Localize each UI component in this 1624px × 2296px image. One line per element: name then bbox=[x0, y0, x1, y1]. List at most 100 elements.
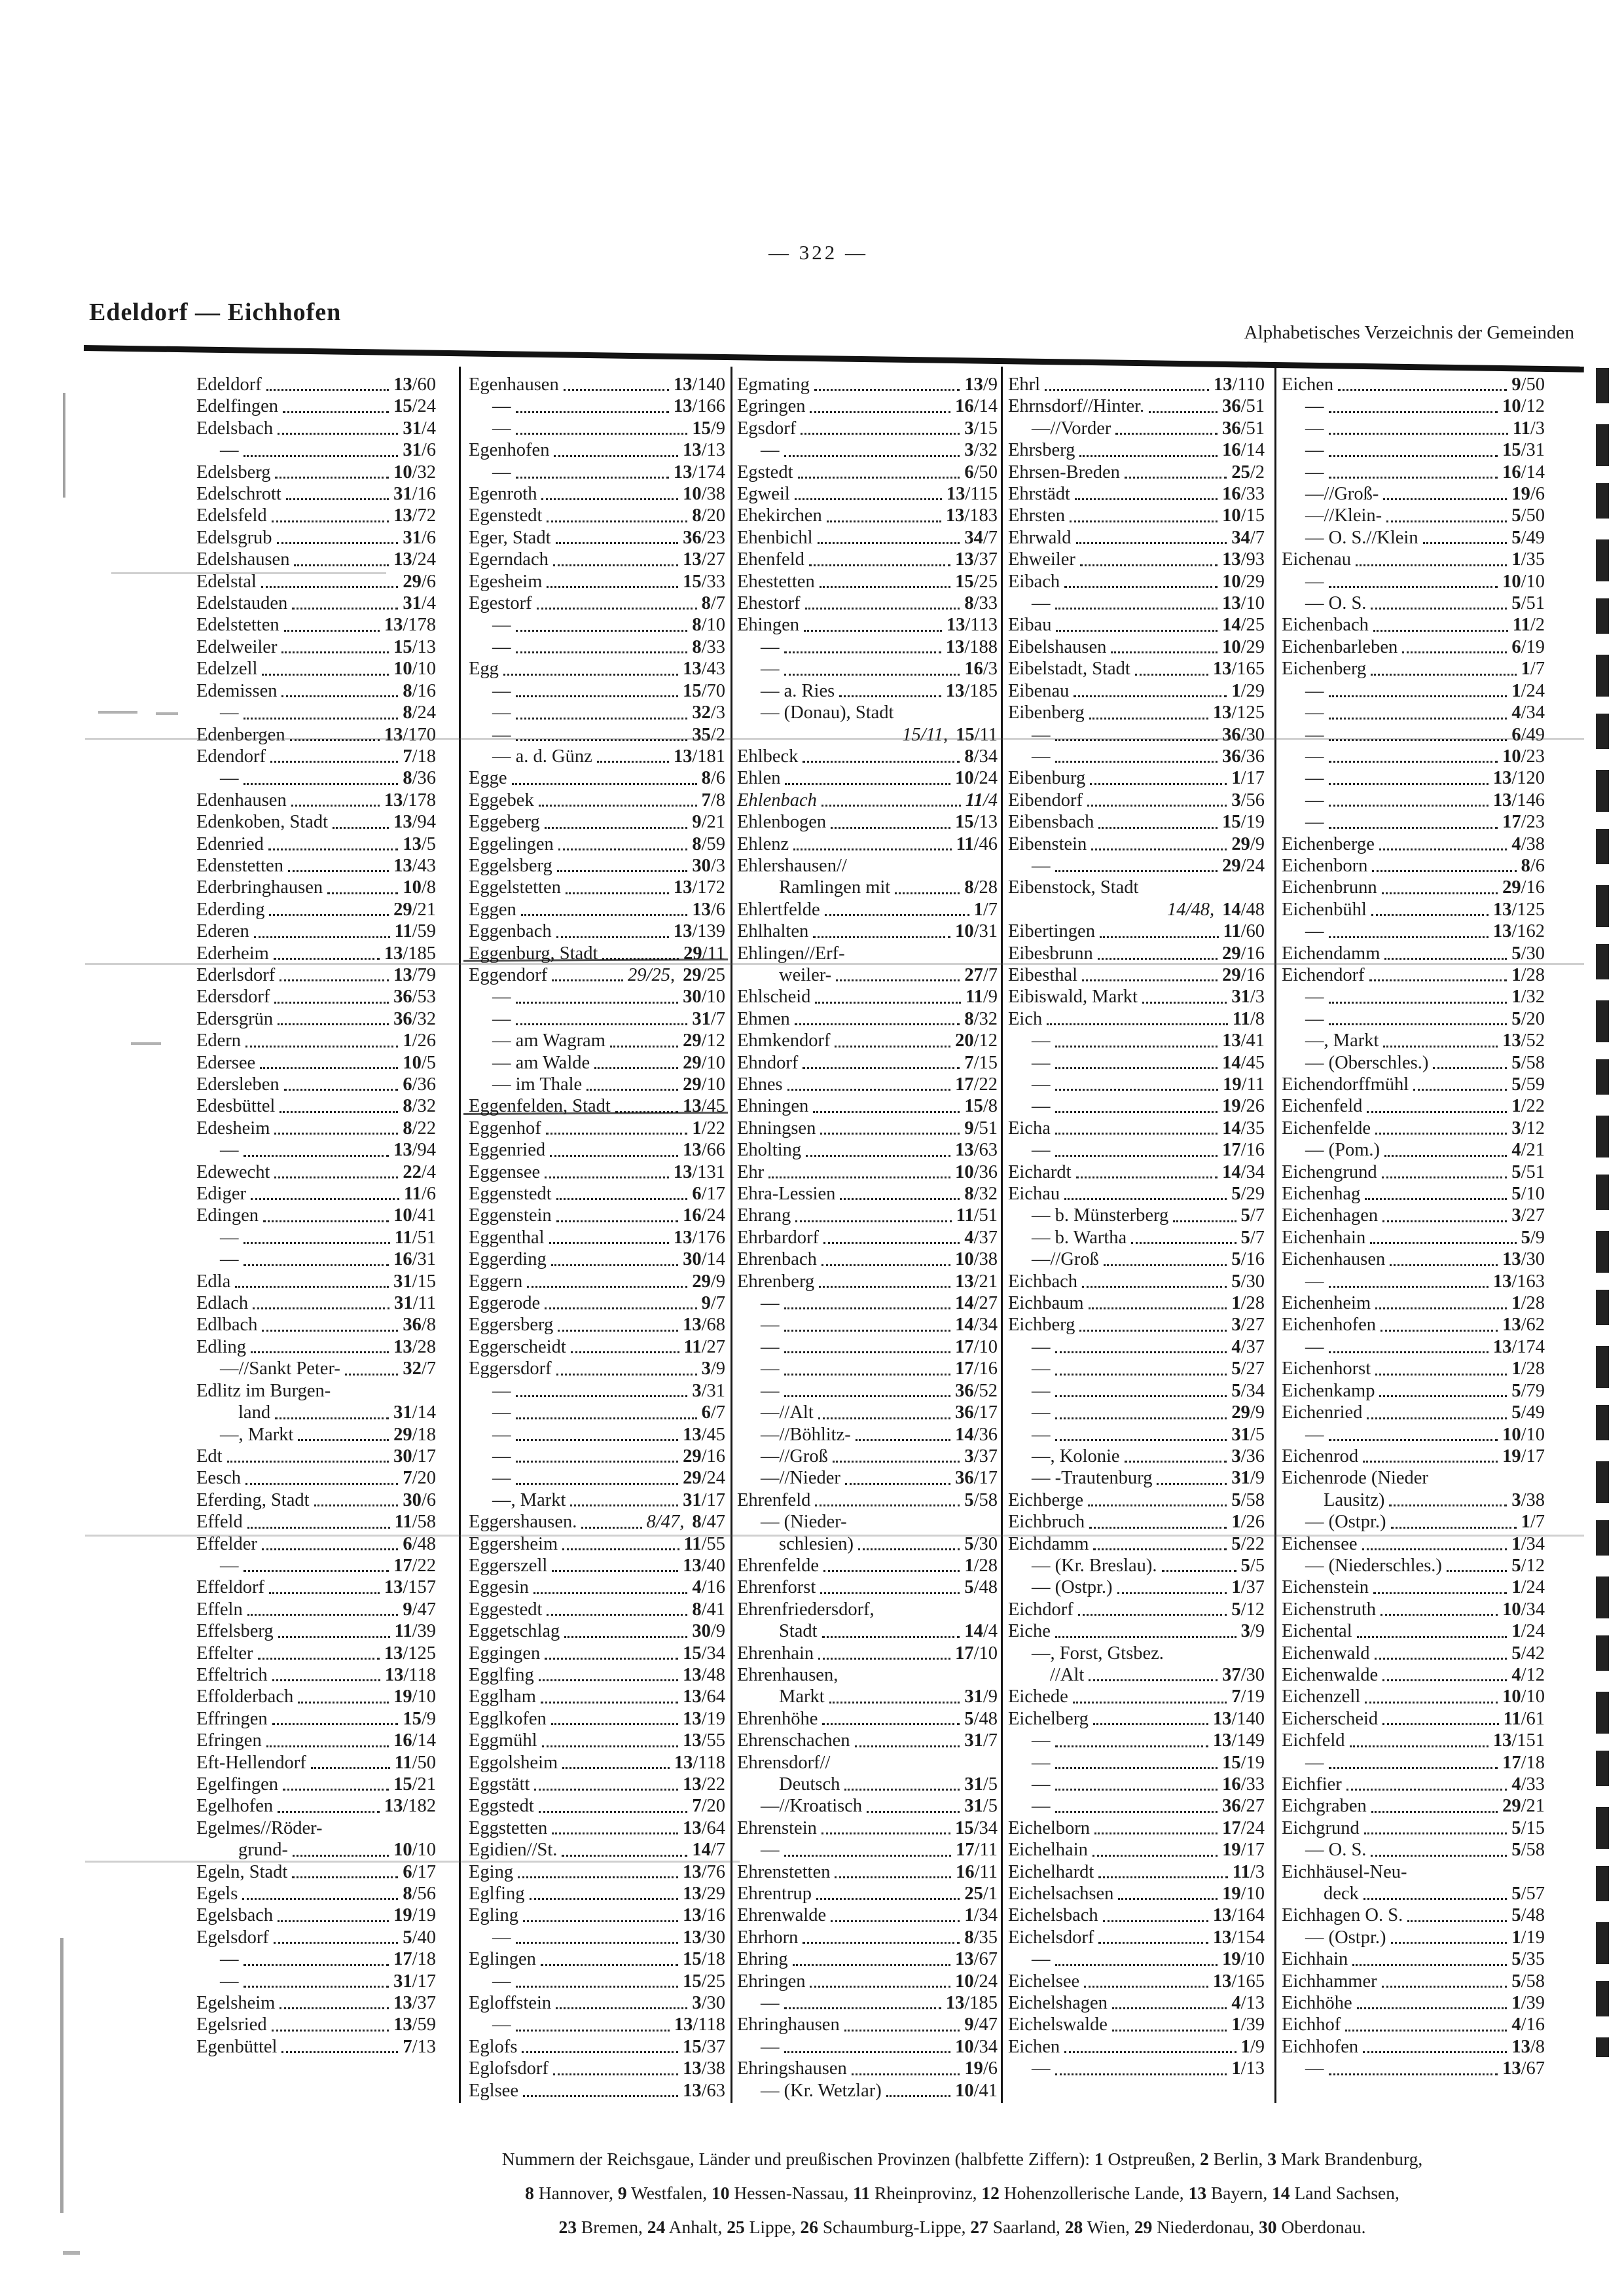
dot-leader bbox=[556, 870, 688, 873]
dot-leader bbox=[824, 914, 969, 917]
entry-row: —//Groß 3/37 bbox=[737, 1446, 998, 1467]
entry-row: —31/17 bbox=[196, 1971, 436, 1992]
entry-row: Egidien//St. 14/7 bbox=[469, 1839, 725, 1861]
entry-name: Effelder bbox=[196, 1533, 257, 1554]
entry-number: 1/19 bbox=[1511, 1927, 1545, 1948]
entry-name: — bbox=[1305, 462, 1324, 483]
entry-row: 14/48, 14/48 bbox=[1008, 899, 1265, 920]
entry-name: — bbox=[1305, 1271, 1324, 1292]
entry-number: 31/7 bbox=[692, 1008, 725, 1029]
entry-number: 15/33 bbox=[683, 571, 725, 592]
entry-number: 1/37 bbox=[1231, 1577, 1265, 1598]
dot-leader bbox=[1328, 717, 1507, 720]
dot-leader bbox=[1328, 1286, 1489, 1288]
entry-number: 13/170 bbox=[384, 724, 436, 745]
entry-number: 31/11 bbox=[394, 1293, 436, 1314]
entry-row: Eggershausen. 8/47, 8/47 bbox=[469, 1511, 725, 1533]
dot-leader bbox=[1047, 1023, 1228, 1026]
entry-number: 16/3 bbox=[964, 659, 998, 680]
dot-leader bbox=[522, 2095, 679, 2098]
entry-number: 1/24 bbox=[1511, 680, 1545, 701]
entry-number: 7/8 bbox=[701, 790, 725, 811]
entry-number: 8/32 bbox=[964, 1008, 998, 1029]
entry-row: —4/34 bbox=[1282, 702, 1545, 723]
dot-leader bbox=[243, 1963, 389, 1966]
entry-name: — bbox=[1305, 571, 1324, 592]
entry-row: Eging 13/76 bbox=[469, 1861, 725, 1883]
entry-number: 8/47 bbox=[692, 1512, 725, 1533]
entry-row: Egg 13/43 bbox=[469, 658, 725, 680]
entry-row: Ehrensdorf// bbox=[737, 1752, 998, 1774]
entry-row: Egenhofen 13/13 bbox=[469, 439, 725, 461]
entry-row: Eggersberg 13/68 bbox=[469, 1314, 725, 1336]
dot-leader bbox=[515, 1482, 679, 1485]
entry-number: 32/3 bbox=[692, 702, 725, 723]
entry-number: 13/64 bbox=[683, 1686, 725, 1707]
entry-row: Eggersdorf 3/9 bbox=[469, 1358, 725, 1379]
entry-row: Eggerszell 13/40 bbox=[469, 1555, 725, 1576]
entry-name: Eichhagen O. S. bbox=[1282, 1905, 1403, 1926]
dot-leader bbox=[1055, 1154, 1218, 1157]
scan-streak bbox=[85, 1535, 1584, 1537]
entry-row: Eggelstetten 13/172 bbox=[469, 877, 725, 898]
entry-number: 8/20 bbox=[692, 505, 725, 526]
entry-number: 13/22 bbox=[683, 1774, 725, 1795]
entry-name: — bbox=[492, 1446, 511, 1467]
entry-name: Eggstetten bbox=[469, 1817, 548, 1838]
entry-number: 13/30 bbox=[683, 1927, 725, 1948]
entry-number: 13/154 bbox=[1212, 1927, 1265, 1948]
dot-leader bbox=[294, 564, 389, 566]
dot-leader bbox=[511, 782, 697, 785]
entry-number: 11/61 bbox=[1503, 1708, 1545, 1729]
entry-number: 8/36 bbox=[403, 768, 436, 789]
entry-row: Eggendorf 29/25, 29/25 bbox=[469, 964, 725, 986]
dot-leader bbox=[831, 826, 951, 829]
dot-leader bbox=[1373, 629, 1508, 632]
entry-name: Eichenhorst bbox=[1282, 1358, 1371, 1379]
entry-row: Edingen 10/41 bbox=[196, 1205, 436, 1226]
entry-row: Effelter 13/125 bbox=[196, 1643, 436, 1664]
entry-row: Edelsbach 31/4 bbox=[196, 418, 436, 439]
dot-leader bbox=[275, 1417, 389, 1419]
dot-leader bbox=[534, 1789, 679, 1791]
entry-number: 31/5 bbox=[1231, 1424, 1265, 1445]
entry-number: 8/28 bbox=[964, 877, 998, 898]
entry-name: — bbox=[492, 418, 511, 439]
dot-leader bbox=[272, 1679, 380, 1682]
entry-number: 8/33 bbox=[964, 593, 998, 614]
entry-name: Egelsried bbox=[196, 2014, 267, 2035]
entry-number: 13/59 bbox=[393, 2014, 436, 2035]
entry-number: 8/33 bbox=[692, 636, 725, 657]
entry-name: Edelsberg bbox=[196, 462, 271, 483]
dot-leader bbox=[1328, 1767, 1498, 1769]
dot-leader bbox=[792, 1963, 951, 1966]
entry-row: Ehestetten 15/25 bbox=[737, 571, 998, 592]
entry-row: Edendorf 7/18 bbox=[196, 746, 436, 767]
dot-leader bbox=[556, 1220, 679, 1222]
dot-leader bbox=[570, 1351, 679, 1354]
dot-leader bbox=[1117, 1592, 1227, 1594]
dot-leader bbox=[794, 498, 942, 501]
entry-number: 19/10 bbox=[1222, 1949, 1265, 1970]
gazetteer-column: Edeldorf 13/60 Edelfingen 15/24 Edelsbach 31/… bbox=[196, 374, 436, 2058]
entry-name: — bbox=[1305, 724, 1324, 745]
dot-leader bbox=[1446, 1570, 1507, 1573]
dot-leader bbox=[565, 892, 669, 894]
dot-leader bbox=[515, 1417, 697, 1419]
entry-row: — O. S. 5/51 bbox=[1282, 592, 1545, 614]
dot-leader bbox=[243, 1264, 389, 1266]
scan-streak bbox=[85, 963, 1584, 965]
entry-number: 13/52 bbox=[1502, 1030, 1545, 1051]
entry-row: Edesheim 8/22 bbox=[196, 1118, 436, 1139]
entry-row: Eggerscheidt 11/27 bbox=[469, 1336, 725, 1358]
dot-leader bbox=[1363, 2051, 1507, 2054]
dot-leader bbox=[243, 782, 399, 785]
entry-row: Ehingen 13/113 bbox=[737, 614, 998, 636]
dot-leader bbox=[1383, 498, 1507, 501]
entry-name: Eggenried bbox=[469, 1140, 546, 1161]
entry-row: —13/166 bbox=[469, 395, 725, 417]
entry-row: Ehrsberg 16/14 bbox=[1008, 439, 1265, 461]
entry-name: Egringen bbox=[737, 396, 806, 417]
dot-leader bbox=[562, 1548, 679, 1550]
entry-number: 29/16 bbox=[1222, 943, 1265, 964]
